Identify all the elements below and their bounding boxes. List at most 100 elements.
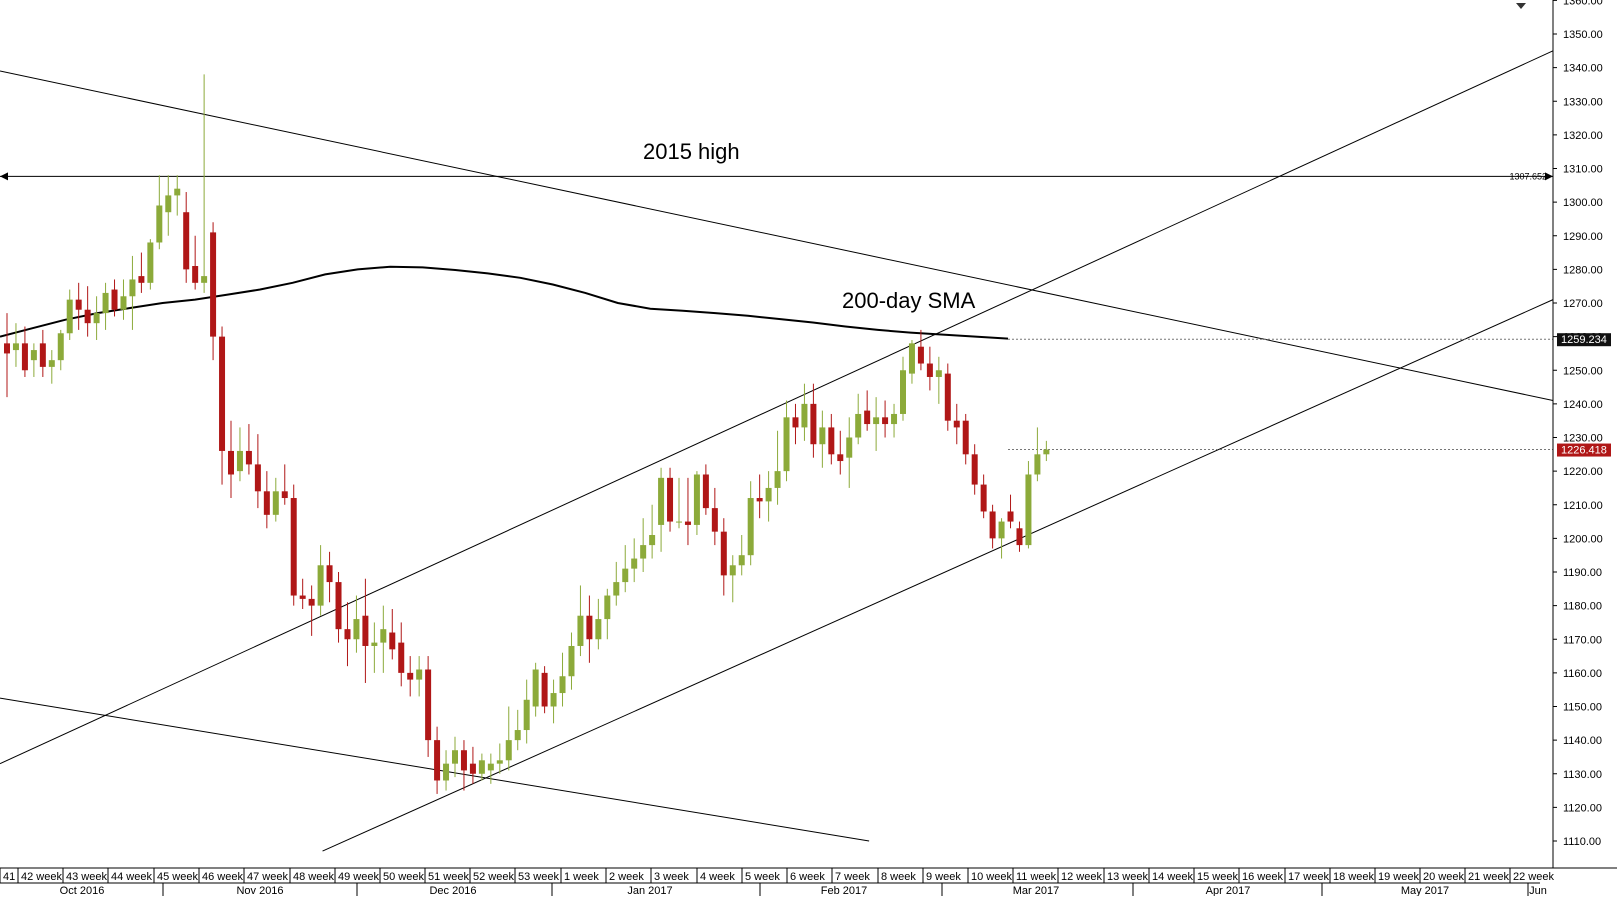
candle-body [792, 417, 799, 428]
candle [720, 518, 727, 596]
x-week-label: 52 week [473, 871, 514, 883]
candle [604, 588, 611, 640]
candle-body [810, 403, 817, 445]
candle-body [559, 676, 566, 694]
candle-body [962, 420, 969, 455]
candle [66, 289, 73, 340]
candle [201, 74, 208, 293]
x-month-label: Jan 2017 [627, 885, 672, 896]
candle [4, 313, 10, 398]
candle-body [317, 565, 324, 606]
x-week-label: 11 week [1016, 871, 1057, 883]
candle-body [577, 615, 584, 646]
x-week-label: 17 week [1288, 871, 1329, 883]
x-week-label: 48 week [293, 871, 334, 883]
y-tick-label: 1120.00 [1563, 802, 1602, 814]
candle-body [756, 498, 763, 502]
candle [971, 444, 978, 495]
y-tick-label: 1250.00 [1563, 365, 1603, 377]
candle [425, 656, 432, 757]
candle-body [676, 521, 682, 523]
y-tick-label: 1140.00 [1563, 735, 1602, 747]
candle [837, 430, 844, 475]
candle [102, 282, 109, 330]
candle-body [39, 343, 46, 367]
candle [416, 656, 423, 697]
candle-body [1043, 449, 1050, 455]
arrow-left-icon [0, 172, 8, 181]
candle-body [272, 491, 279, 515]
x-month-label: May 2017 [1401, 885, 1449, 896]
candle [541, 666, 548, 714]
trend-line [322, 299, 1554, 852]
candle-body [30, 350, 37, 361]
candle-body [407, 672, 414, 680]
candle [989, 504, 996, 549]
candle-body [783, 417, 790, 472]
y-tick-label: 1170.00 [1563, 634, 1602, 646]
candle [362, 578, 369, 683]
candle [111, 279, 118, 317]
candle [649, 504, 656, 559]
x-week-label: 12 week [1061, 871, 1102, 883]
x-week-label: 3 week [654, 871, 689, 883]
y-tick-label: 1200.00 [1563, 533, 1603, 545]
y-tick-label: 1210.00 [1563, 500, 1603, 512]
candle-body [254, 464, 261, 492]
candle [900, 356, 906, 421]
candle-body [290, 498, 297, 596]
candle-body [228, 450, 234, 475]
candle [684, 477, 691, 546]
x-month-label: Oct 2016 [60, 885, 105, 896]
candle-body [156, 205, 163, 243]
candle [568, 632, 575, 690]
candle-body [684, 521, 691, 525]
y-tick-label: 1350.00 [1563, 29, 1603, 41]
y-tick-label: 1110.00 [1563, 836, 1601, 848]
candle [48, 350, 55, 384]
candle-body [935, 370, 942, 377]
candle-body [523, 699, 530, 731]
candle [281, 464, 288, 505]
candle [487, 753, 494, 784]
candle-body [550, 693, 557, 707]
candle [926, 346, 933, 391]
candle [236, 427, 243, 482]
candle [452, 736, 458, 778]
candle-body [487, 763, 494, 771]
candle [84, 286, 91, 337]
sma-200-line [0, 265, 1009, 340]
candle [326, 551, 333, 603]
candle-body [299, 595, 306, 599]
y-tick-label: 1230.00 [1563, 433, 1603, 445]
candle [774, 430, 781, 505]
candle [738, 535, 745, 576]
candle-body [398, 642, 405, 673]
candle-body [281, 491, 288, 499]
price-tag-2015-high: 1307.652 [1509, 171, 1547, 181]
candle [953, 403, 960, 445]
candle-body [693, 474, 700, 525]
candle-body [900, 370, 906, 414]
candle [532, 662, 539, 717]
candle-body [308, 598, 315, 606]
candle [783, 400, 790, 482]
candle [828, 413, 835, 465]
x-week-label: 19 week [1378, 871, 1419, 883]
candle [640, 518, 647, 572]
candle [559, 652, 566, 707]
candle [765, 471, 772, 522]
candle [846, 417, 853, 488]
candle-body [111, 289, 118, 310]
annotation-sma: 200-day SMA [842, 288, 976, 313]
x-week-label: 8 week [881, 871, 916, 883]
y-tick-label: 1160.00 [1563, 668, 1602, 680]
candle-body [371, 642, 378, 646]
candle [165, 175, 172, 236]
candle [469, 746, 476, 784]
candle [443, 750, 450, 791]
x-week-label: 7 week [835, 871, 870, 883]
candle [855, 393, 862, 445]
candle-body [66, 299, 73, 334]
candle-body [48, 360, 55, 367]
